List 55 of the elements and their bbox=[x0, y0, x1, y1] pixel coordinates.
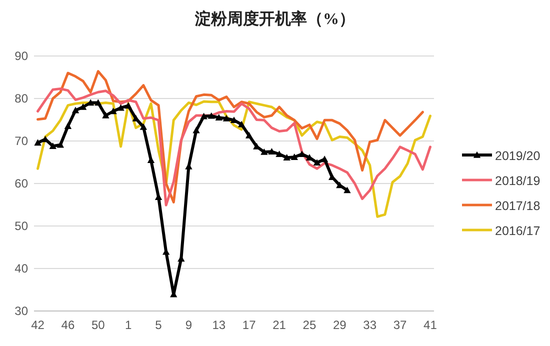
x-tick-label: 17 bbox=[242, 318, 256, 332]
point bbox=[87, 99, 94, 106]
x-tick-label: 5 bbox=[155, 318, 162, 332]
point bbox=[117, 104, 124, 111]
point bbox=[192, 126, 200, 134]
x-tick-label: 46 bbox=[61, 318, 75, 332]
point bbox=[276, 150, 283, 158]
legend-label: 2018/19 bbox=[495, 174, 540, 188]
x-tick-label: 42 bbox=[31, 318, 45, 332]
point bbox=[140, 123, 148, 130]
point bbox=[268, 148, 276, 155]
x-tick-label: 37 bbox=[393, 318, 408, 332]
legend-label: 2016/17 bbox=[495, 224, 540, 238]
x-tick-label: 21 bbox=[272, 318, 286, 332]
point bbox=[208, 112, 215, 119]
point bbox=[64, 122, 72, 130]
point bbox=[94, 99, 102, 106]
x-tick-label: 50 bbox=[91, 318, 106, 332]
point bbox=[222, 114, 230, 122]
chart-title: 淀粉周度开机率（%） bbox=[194, 9, 355, 28]
y-tick-label: 70 bbox=[14, 134, 28, 148]
point bbox=[110, 108, 117, 114]
point bbox=[49, 142, 56, 149]
point bbox=[238, 120, 246, 128]
y-tick-label: 40 bbox=[14, 262, 28, 276]
point bbox=[124, 102, 132, 109]
x-tick-label: 25 bbox=[302, 318, 316, 332]
point bbox=[34, 139, 42, 146]
point bbox=[200, 112, 208, 120]
point bbox=[313, 159, 321, 166]
x-tick-label: 29 bbox=[332, 318, 347, 332]
point bbox=[320, 156, 328, 162]
y-tick-label: 30 bbox=[14, 304, 28, 318]
x-tick-label: 9 bbox=[185, 318, 192, 332]
legend-label: 2017/18 bbox=[495, 199, 540, 213]
x-tick-label: 33 bbox=[363, 318, 377, 332]
point bbox=[132, 114, 140, 122]
y-tick-label: 60 bbox=[14, 176, 28, 190]
y-tick-label: 50 bbox=[14, 219, 28, 233]
x-tick-label: 41 bbox=[424, 318, 438, 332]
point bbox=[56, 141, 64, 148]
legend-label: 2019/20 bbox=[495, 149, 540, 163]
x-tick-label: 13 bbox=[212, 318, 226, 332]
x-tick-label: 1 bbox=[124, 318, 132, 332]
y-tick-label: 90 bbox=[14, 49, 28, 63]
point bbox=[72, 106, 80, 114]
point bbox=[344, 186, 351, 194]
point bbox=[79, 103, 87, 110]
y-tick-label: 80 bbox=[14, 92, 28, 106]
point bbox=[290, 154, 298, 160]
point bbox=[245, 132, 253, 138]
point bbox=[215, 114, 223, 121]
point bbox=[102, 112, 110, 118]
point bbox=[260, 148, 268, 155]
point bbox=[283, 154, 290, 160]
